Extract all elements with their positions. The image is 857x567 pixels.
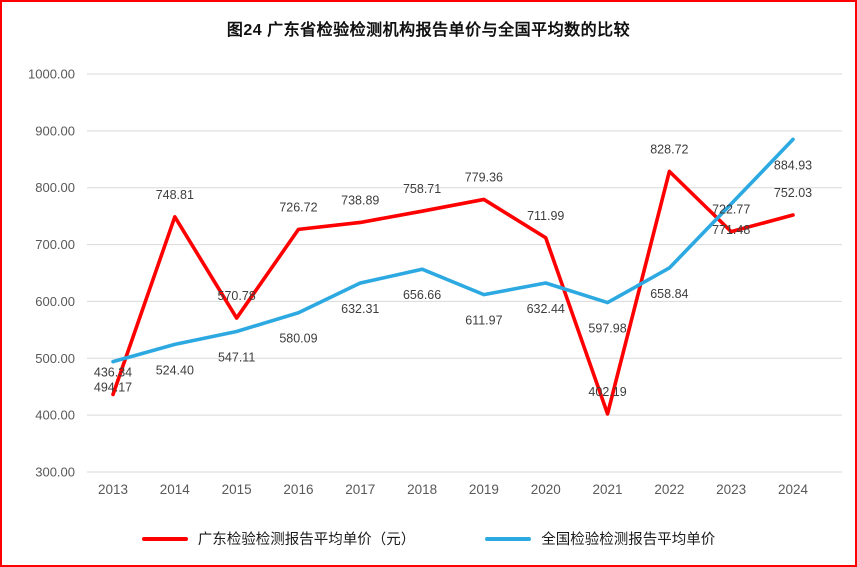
- x-axis-tick-label: 2019: [469, 482, 499, 497]
- data-label-series-0: 570.78: [218, 289, 256, 303]
- legend-label: 全国检验检测报告平均单价: [541, 532, 716, 548]
- x-axis-tick-label: 2015: [222, 482, 252, 497]
- data-label-series-1: 771.48: [712, 223, 750, 237]
- x-axis-tick-label: 2016: [283, 482, 313, 497]
- x-axis-tick-label: 2023: [716, 482, 746, 497]
- data-label-series-1: 656.66: [403, 288, 441, 302]
- legend-label: 广东检验检测报告平均单价（元）: [197, 532, 416, 548]
- data-label-series-1: 611.97: [465, 314, 502, 328]
- data-label-series-1: 632.31: [341, 302, 379, 316]
- legend-item: 全国检验检测报告平均单价: [485, 528, 715, 549]
- x-axis-tick-label: 2022: [654, 482, 684, 497]
- x-axis-tick-label: 2021: [593, 482, 623, 497]
- line-chart-plot-area: 300.00 400.00 500.00 600.00 700.00 800.00 900.…: [28, 67, 842, 497]
- x-axis-tick-label: 2020: [531, 482, 561, 497]
- y-axis-tick-label: 500.00: [35, 351, 75, 366]
- data-label-series-0: 402.19: [588, 385, 626, 399]
- x-axis-tick-label: 2013: [98, 482, 128, 497]
- data-label-series-0: 436.34: [94, 365, 132, 379]
- data-label-series-0: 711.99: [527, 209, 564, 223]
- series-line-1: [111, 137, 795, 364]
- y-axis-tick-label: 400.00: [35, 408, 75, 423]
- data-label-series-0: 726.72: [279, 200, 317, 214]
- y-axis-tick-label: 1000.00: [28, 67, 75, 82]
- y-axis-tick-label: 800.00: [35, 180, 75, 195]
- y-axis-tick-label: 900.00: [35, 123, 75, 138]
- x-axis-tick-label: 2018: [407, 482, 437, 497]
- data-label-series-0: 748.81: [156, 188, 194, 202]
- x-axis-tick-label: 2014: [160, 482, 191, 497]
- data-label-series-1: 597.98: [588, 322, 626, 336]
- data-label-series-1: 547.11: [218, 351, 255, 365]
- data-label-series-0: 752.03: [774, 186, 812, 200]
- legend-swatch: [141, 536, 188, 541]
- data-label-series-1: 580.09: [279, 332, 317, 346]
- data-label-series-1: 632.44: [527, 302, 565, 316]
- data-label-series-0: 779.36: [465, 170, 503, 184]
- data-label-series-1: 494.17: [94, 381, 132, 395]
- legend-swatch: [485, 536, 532, 541]
- y-axis-tick-label: 700.00: [35, 237, 75, 252]
- data-label-series-1: 658.84: [650, 287, 688, 301]
- x-axis-tick-label: 2024: [778, 482, 809, 497]
- y-axis-tick-label: 300.00: [35, 465, 75, 480]
- data-label-series-0: 758.71: [403, 182, 441, 196]
- chart-title: 图24 广东省检验检测机构报告单价与全国平均数的比较: [226, 22, 631, 39]
- legend-item: 广东检验检测报告平均单价（元）: [141, 528, 416, 549]
- data-label-series-1: 524.40: [156, 363, 194, 377]
- y-axis-tick-label: 600.00: [35, 294, 75, 309]
- data-label-series-0: 722.77: [712, 203, 750, 217]
- series-line-0: [111, 169, 795, 416]
- data-label-series-1: 884.93: [774, 158, 812, 172]
- data-label-series-0: 738.89: [341, 193, 379, 207]
- data-label-series-0: 828.72: [650, 142, 688, 156]
- chart-legend: 广东检验检测报告平均单价（元） 全国检验检测报告平均单价: [2, 528, 855, 549]
- x-axis-tick-label: 2017: [345, 482, 375, 497]
